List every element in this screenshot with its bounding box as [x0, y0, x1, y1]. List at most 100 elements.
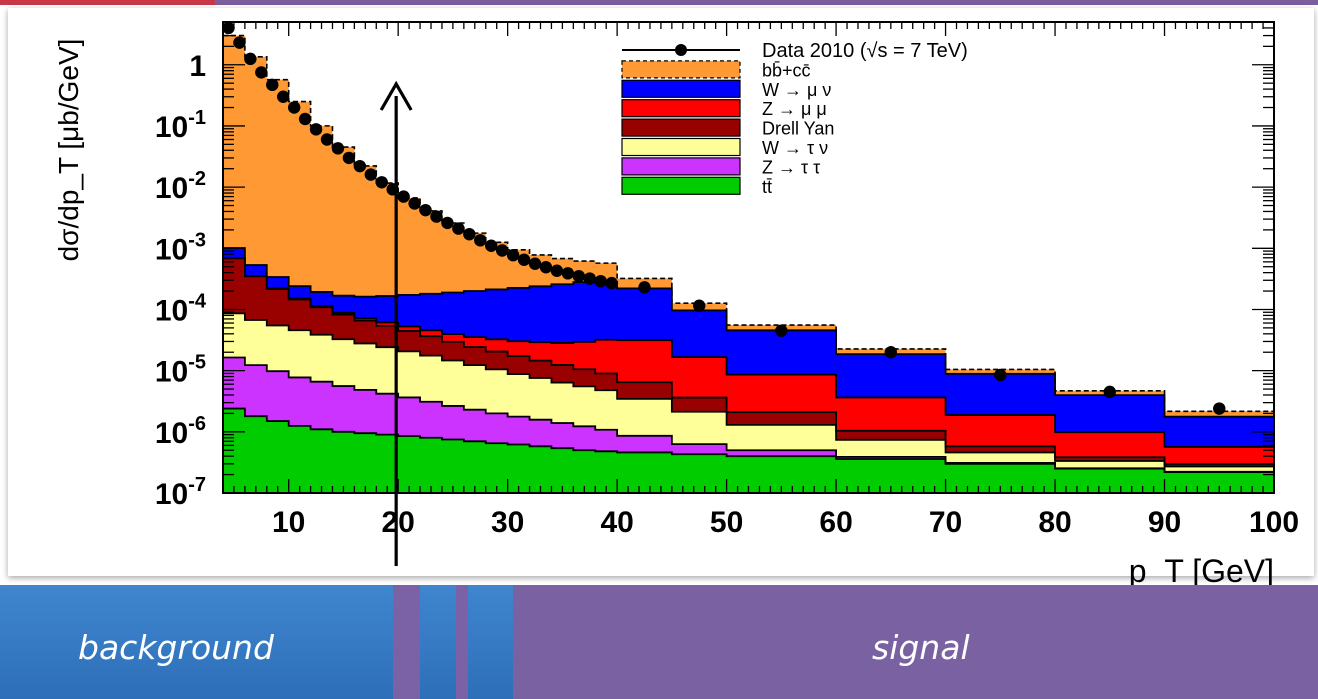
y-tick-label: 10-6 — [155, 413, 206, 450]
background-label: background — [78, 628, 274, 667]
data-point — [408, 197, 421, 210]
series-outline-4 — [223, 257, 1274, 448]
data-point — [550, 264, 564, 277]
y-tick-base: 10 — [155, 417, 188, 450]
data-point — [572, 269, 586, 283]
data-point — [1103, 385, 1116, 399]
data-point — [430, 210, 443, 223]
y-tick-exponent: -5 — [188, 352, 206, 374]
legend-swatch — [621, 79, 741, 98]
legend-label: bb̄+cc̄ — [762, 60, 811, 80]
series-outline-1 — [223, 356, 1274, 473]
data-point — [506, 249, 520, 262]
y-tick-exponent: -6 — [188, 413, 206, 435]
data-point — [1213, 402, 1226, 415]
strip-mid-block — [420, 585, 456, 699]
data-point — [266, 78, 279, 92]
legend-data-marker — [675, 44, 687, 56]
y-tick-exponent: -7 — [188, 474, 206, 496]
data-point — [298, 112, 312, 126]
series-area-2 — [223, 313, 1274, 472]
y-tick-label: 1 — [189, 50, 206, 83]
data-point — [233, 36, 246, 49]
annotation-arrow-head — [379, 80, 413, 111]
data-point — [561, 267, 575, 280]
x-tick-label: 70 — [929, 506, 962, 539]
series-area-0 — [223, 408, 1274, 493]
x-tick-label: 80 — [1038, 506, 1071, 539]
legend-label: Z → τ τ — [762, 157, 820, 177]
legend-swatch — [621, 118, 741, 137]
series-outline-3 — [223, 257, 1274, 465]
x-tick-label: 40 — [600, 506, 633, 539]
data-point — [309, 123, 323, 136]
x-axis-label: p_T [GeV] — [1129, 553, 1274, 585]
legend-swatch — [621, 60, 741, 79]
data-point — [287, 101, 301, 114]
legend-swatch — [621, 176, 741, 195]
data-point — [539, 261, 553, 274]
y-tick-label: 10-7 — [155, 474, 206, 511]
top-accent-line — [0, 0, 1318, 5]
x-tick-label: 90 — [1148, 506, 1181, 539]
x-tick-label: 60 — [819, 506, 852, 539]
strip-gap — [393, 585, 420, 699]
legend-label: W → τ ν — [762, 138, 828, 158]
data-point — [605, 276, 618, 290]
legend-label: W → μ ν — [762, 80, 831, 100]
y-tick-label: 10-4 — [155, 290, 207, 327]
y-tick-label: 10-5 — [155, 352, 206, 389]
data-point — [485, 239, 498, 252]
series-area-1 — [223, 357, 1274, 473]
data-point — [638, 281, 651, 294]
series-area-6 — [223, 35, 1274, 417]
legend-swatch — [621, 157, 741, 176]
data-point — [775, 324, 788, 337]
background-region-strip — [0, 585, 393, 699]
legend-label: tt̄ — [762, 177, 772, 197]
data-point — [397, 190, 410, 203]
data-point — [583, 272, 596, 285]
data-point — [463, 227, 476, 241]
data-point — [495, 244, 509, 257]
y-tick-base: 10 — [155, 233, 188, 266]
y-tick-exponent: -3 — [188, 229, 206, 251]
top-accent-line-red — [0, 0, 215, 5]
y-tick-label: 10-3 — [155, 229, 206, 266]
y-tick-exponent: -2 — [188, 168, 206, 190]
data-point — [331, 142, 345, 155]
data-point — [452, 222, 465, 235]
data-point — [474, 234, 487, 247]
y-tick-base: 10 — [155, 294, 188, 327]
y-tick-base: 10 — [155, 478, 188, 511]
data-point — [441, 216, 454, 230]
y-tick-exponent: -1 — [188, 107, 206, 129]
series-outline-5 — [223, 247, 1274, 418]
data-point — [342, 151, 356, 165]
signal-label: signal — [872, 628, 970, 667]
data-point — [375, 176, 388, 189]
series-area-5 — [223, 247, 1274, 447]
y-tick-label: 10-1 — [155, 107, 206, 144]
data-point — [517, 253, 531, 266]
x-tick-label: 10 — [272, 506, 305, 539]
x-tick-label: 50 — [710, 506, 743, 539]
data-point — [353, 159, 367, 173]
data-point — [320, 133, 334, 146]
data-point — [594, 274, 607, 288]
stack-group — [223, 34, 1274, 493]
x-tick-label: 100 — [1249, 506, 1299, 539]
strip-mid-block — [468, 585, 513, 699]
strip-gap — [456, 585, 468, 699]
y-axis-label: dσ/dp_T [μb/GeV] — [53, 39, 84, 262]
y-tick-base: 10 — [155, 111, 188, 144]
legend-swatch — [621, 99, 741, 118]
data-point — [244, 52, 257, 66]
y-tick-base: 10 — [155, 172, 188, 205]
series-outline-2 — [223, 312, 1274, 468]
data-point — [994, 368, 1007, 382]
legend-label: Drell Yan — [762, 119, 834, 139]
legend-label: Data 2010 (√s = 7 TeV) — [762, 40, 968, 62]
signal-region-strip — [513, 585, 1318, 699]
